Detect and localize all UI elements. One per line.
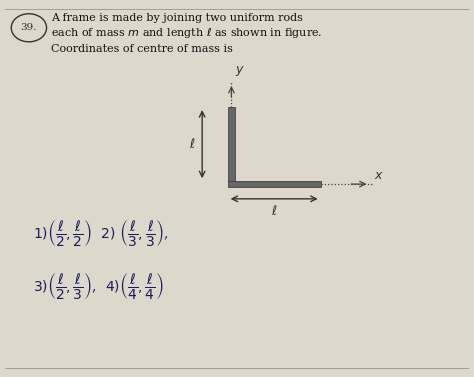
Text: each of mass $m$ and length $\ell$ as shown in figure.: each of mass $m$ and length $\ell$ as sh… [51, 26, 323, 40]
Bar [228, 181, 320, 187]
Text: A frame is made by joining two uniform rods: A frame is made by joining two uniform r… [51, 13, 303, 23]
Text: Coordinates of centre of mass is: Coordinates of centre of mass is [51, 44, 233, 54]
Text: $x$: $x$ [374, 169, 384, 182]
Bar [228, 107, 235, 181]
Text: $1)\left(\dfrac{\ell}{2},\dfrac{\ell}{2}\right)$$\ \ 2)\ \left(\dfrac{\ell}{3},\: $1)\left(\dfrac{\ell}{2},\dfrac{\ell}{2}… [33, 218, 168, 248]
Text: $y$: $y$ [235, 64, 245, 78]
Text: 39.: 39. [21, 23, 37, 32]
Text: $3)\left(\dfrac{\ell}{2},\dfrac{\ell}{3}\right)$,$\ \ 4)\left(\dfrac{\ell}{4},\d: $3)\left(\dfrac{\ell}{2},\dfrac{\ell}{3}… [33, 271, 164, 301]
Text: $\ell$: $\ell$ [271, 204, 277, 218]
Text: $\ell$: $\ell$ [189, 137, 195, 151]
